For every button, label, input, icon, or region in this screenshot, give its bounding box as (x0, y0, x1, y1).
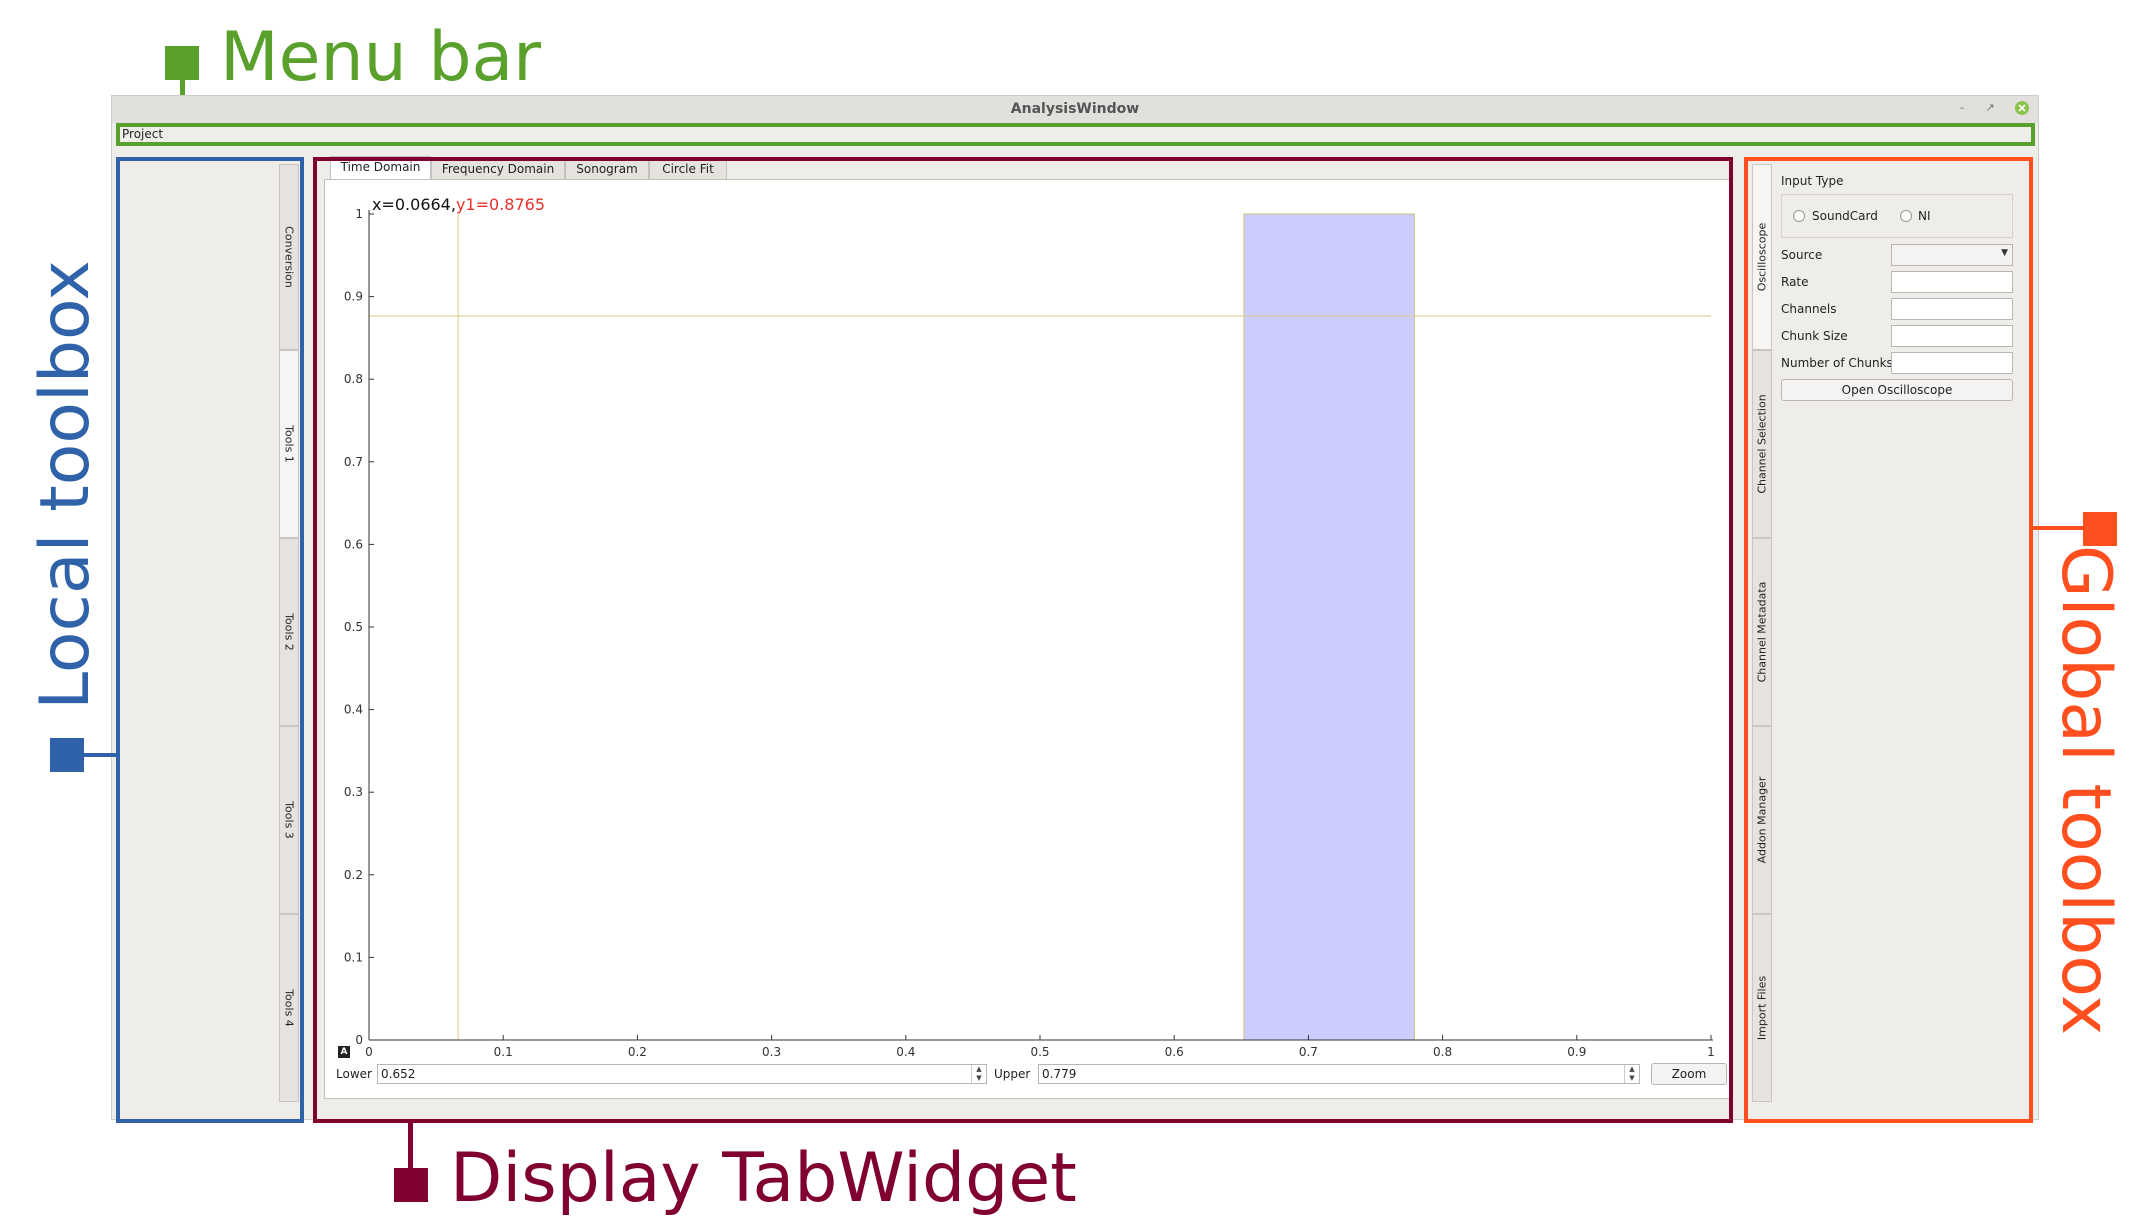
rate-field[interactable] (1891, 271, 2013, 293)
lower-spin-arrows-icon[interactable]: ▲ ▼ (971, 1065, 986, 1083)
chunk-size-field[interactable] (1891, 325, 2013, 347)
chevron-down-icon: ▼ (2001, 248, 2008, 258)
source-label: Source (1781, 248, 1823, 262)
menu-project[interactable]: Project (122, 127, 164, 141)
x-tick-label: 0.4 (896, 1045, 915, 1059)
menu-bar-annotation: Menu bar (220, 18, 542, 97)
open-oscilloscope-button[interactable]: Open Oscilloscope (1781, 379, 2013, 401)
y-tick-label: 0.6 (344, 537, 363, 551)
global-tab-channel-selection[interactable]: Channel Selection (1752, 350, 1772, 538)
x-tick-label: 0.2 (628, 1045, 647, 1059)
radio-ni-label[interactable]: NI (1918, 209, 1931, 223)
upper-label: Upper (994, 1067, 1031, 1081)
local-tab-tools-4[interactable]: Tools 4 (279, 914, 299, 1102)
analysis-window: AnalysisWindow – ↗ Project Conversion To… (111, 95, 2039, 1120)
display-tabwidget-marker-icon (394, 1168, 428, 1202)
close-icon[interactable] (2014, 100, 2030, 116)
upper-spinbox[interactable]: 0.779 ▲ ▼ (1038, 1064, 1640, 1084)
cursor-readout: x=0.0664,y1=0.8765 (372, 195, 545, 214)
display-tabwidget-annotation: Display TabWidget (450, 1139, 1077, 1218)
cursor-readout-y: y1=0.8765 (456, 195, 545, 214)
channels-label: Channels (1781, 302, 1837, 316)
global-toolbox-marker-icon (2083, 512, 2117, 546)
global-toolbox-connector (2033, 526, 2095, 530)
x-tick-label: 0.8 (1433, 1045, 1452, 1059)
display-tabwidget-connector (408, 1121, 413, 1187)
y-tick-label: 0.5 (344, 620, 363, 634)
local-toolbox-frame (116, 157, 304, 1123)
x-tick-label: 0.3 (762, 1045, 781, 1059)
channels-field[interactable] (1891, 298, 2013, 320)
time-domain-plot[interactable]: 0 0.1 0.2 0.3 0.4 0.5 0.6 0.7 0.8 0.9 1 0 0.1 0.2 0.3 0… (325, 180, 1734, 1060)
window-title: AnalysisWindow (1010, 101, 1140, 117)
menu-bar: Project (112, 124, 2038, 144)
x-tick-label: 0.1 (494, 1045, 513, 1059)
y-tick-label: 0.7 (344, 455, 363, 469)
global-tab-oscilloscope[interactable]: Oscilloscope (1752, 164, 1772, 350)
rate-label: Rate (1781, 275, 1809, 289)
local-toolbox-marker-icon (50, 738, 84, 772)
global-toolbox-annotation: Global toolbox (2046, 544, 2125, 1036)
lower-value: 0.652 (381, 1067, 416, 1081)
local-tab-tools-3[interactable]: Tools 3 (279, 726, 299, 914)
local-toolbox-connector (80, 753, 118, 757)
local-tab-conversion[interactable]: Conversion (279, 164, 299, 350)
time-domain-pane: 0 0.1 0.2 0.3 0.4 0.5 0.6 0.7 0.8 0.9 1 0 0.1 0.2 0.3 0… (324, 179, 1733, 1099)
input-type-group (1781, 194, 2013, 238)
input-type-label: Input Type (1781, 174, 1844, 188)
y-tick-label: 0.1 (344, 950, 363, 964)
auto-range-icon[interactable]: A (338, 1046, 350, 1058)
x-tick-label: 0.5 (1030, 1045, 1049, 1059)
radio-soundcard-label[interactable]: SoundCard (1812, 209, 1878, 223)
lower-label: Lower (336, 1067, 372, 1081)
selected-region[interactable] (1243, 213, 1415, 1041)
local-toolbox-annotation: Local toolbox (26, 260, 105, 710)
y-tick-label: 0.8 (344, 372, 363, 386)
source-select[interactable]: ▼ (1891, 244, 2013, 266)
lower-spinbox[interactable]: 0.652 ▲ ▼ (377, 1064, 987, 1084)
number-of-chunks-field[interactable] (1891, 352, 2013, 374)
y-tick-label: 0.2 (344, 868, 363, 882)
upper-value: 0.779 (1042, 1067, 1077, 1081)
minimize-icon[interactable]: – (1959, 101, 1965, 114)
restore-icon[interactable]: ↗ (1985, 101, 1995, 114)
menu-bar-frame (116, 123, 2035, 146)
y-tick-label: 0.3 (344, 785, 363, 799)
x-tick-label: 0 (365, 1045, 373, 1059)
y-tick-label: 0.9 (344, 290, 363, 304)
y-tick-label: 0.4 (344, 703, 363, 717)
menu-bar-marker-icon (165, 46, 199, 80)
zoom-button[interactable]: Zoom (1651, 1063, 1727, 1085)
local-tab-tools-2[interactable]: Tools 2 (279, 538, 299, 726)
x-tick-label: 0.9 (1567, 1045, 1586, 1059)
global-tab-import-files[interactable]: Import Files (1752, 914, 1772, 1102)
x-tick-label: 1 (1707, 1045, 1715, 1059)
tab-circle-fit[interactable]: Circle Fit (649, 158, 727, 180)
x-tick-label: 0.7 (1299, 1045, 1318, 1059)
upper-spin-arrows-icon[interactable]: ▲ ▼ (1624, 1065, 1639, 1083)
radio-soundcard[interactable] (1793, 210, 1805, 222)
global-tab-addon-manager[interactable]: Addon Manager (1752, 726, 1772, 914)
display-tabwidget-frame (313, 157, 1733, 1123)
x-tick-label: 0.6 (1165, 1045, 1184, 1059)
title-bar: AnalysisWindow – ↗ (112, 96, 2038, 123)
local-tab-tools-1[interactable]: Tools 1 (279, 350, 299, 538)
radio-ni[interactable] (1900, 210, 1912, 222)
y-tick-label: 1 (355, 207, 363, 221)
y-tick-label: 0 (355, 1033, 363, 1047)
number-of-chunks-label: Number of Chunks (1781, 356, 1893, 370)
global-tab-channel-metadata[interactable]: Channel Metadata (1752, 538, 1772, 726)
chunk-size-label: Chunk Size (1781, 329, 1848, 343)
global-toolbox-frame (1744, 157, 2033, 1123)
cursor-readout-x: x=0.0664, (372, 195, 456, 214)
